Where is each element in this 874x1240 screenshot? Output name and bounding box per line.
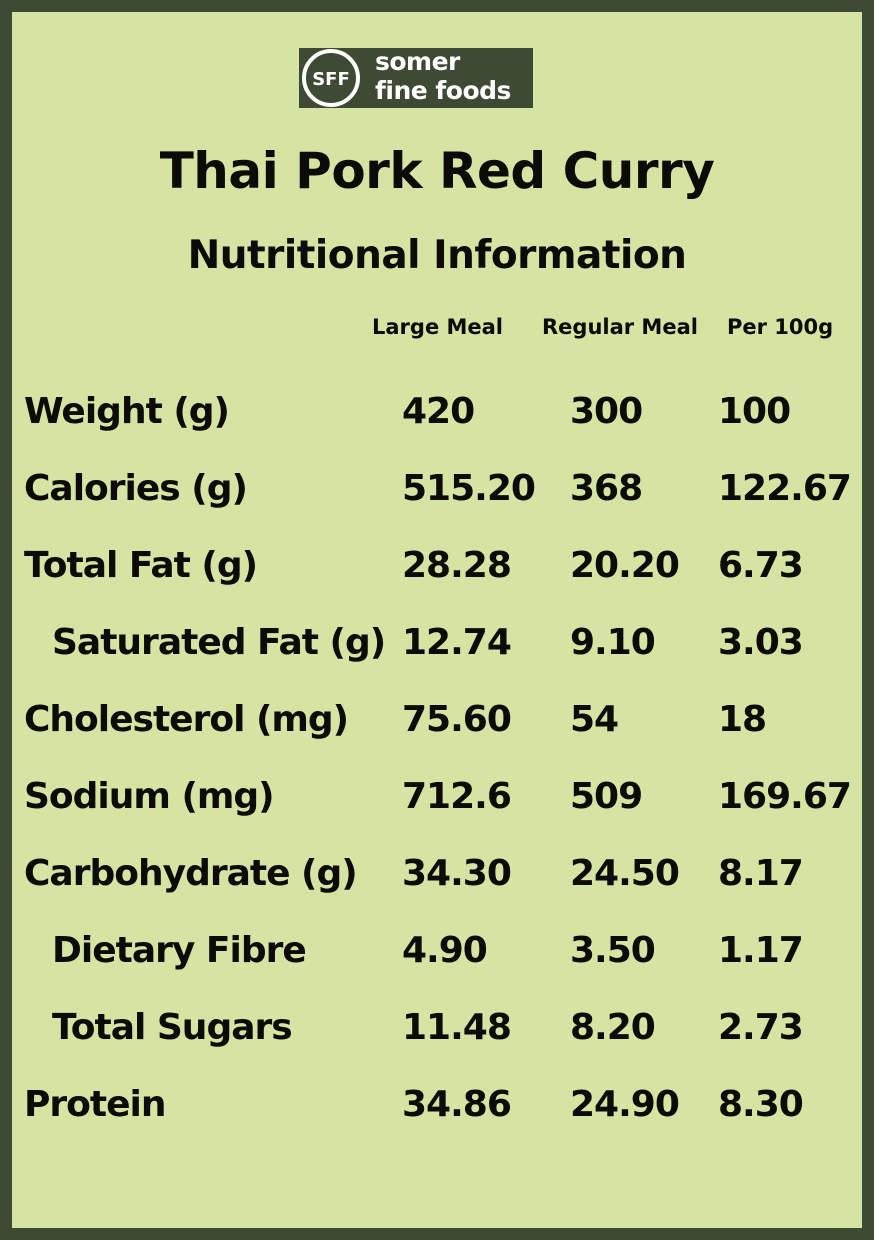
large-meal-value: 11.48 xyxy=(402,1007,512,1048)
large-meal-value: 34.30 xyxy=(402,853,512,894)
per-100g-value: 1.17 xyxy=(718,930,804,971)
table-row: Dietary Fibre 4.90 3.50 1.17 xyxy=(12,925,862,981)
per-100g-value: 169.67 xyxy=(718,776,852,817)
regular-meal-value: 54 xyxy=(570,699,619,740)
regular-meal-value: 24.90 xyxy=(570,1084,680,1125)
regular-meal-value: 9.10 xyxy=(570,622,656,663)
per-100g-value: 6.73 xyxy=(718,545,804,586)
table-row: Total Fat (g) 28.28 20.20 6.73 xyxy=(12,540,862,596)
large-meal-value: 515.20 xyxy=(402,468,536,509)
page-title: Thai Pork Red Curry xyxy=(159,142,715,200)
page-subtitle: Nutritional Information xyxy=(187,233,687,278)
regular-meal-value: 20.20 xyxy=(570,545,680,586)
table-row: Calories (g) 515.20 368 122.67 xyxy=(12,463,862,519)
table-row: Carbohydrate (g) 34.30 24.50 8.17 xyxy=(12,848,862,904)
sff-monogram-icon: SFF xyxy=(302,49,360,107)
row-label: Total Fat (g) xyxy=(24,545,258,586)
brand-line-1: somer xyxy=(375,47,460,76)
large-meal-value: 28.28 xyxy=(402,545,512,586)
column-header-large-meal: Large Meal xyxy=(372,315,504,339)
regular-meal-value: 509 xyxy=(570,776,643,817)
table-row: Weight (g) 420 300 100 xyxy=(12,386,862,442)
table-row: Saturated Fat (g) 12.74 9.10 3.03 xyxy=(12,617,862,673)
per-100g-value: 100 xyxy=(718,391,791,432)
large-meal-value: 4.90 xyxy=(402,930,488,971)
row-label: Sodium (mg) xyxy=(24,776,275,817)
regular-meal-value: 300 xyxy=(570,391,643,432)
per-100g-value: 2.73 xyxy=(718,1007,804,1048)
nutrition-card: SFF somer fine foods Thai Pork Red Curry… xyxy=(12,12,862,1228)
per-100g-value: 3.03 xyxy=(718,622,804,663)
large-meal-value: 12.74 xyxy=(402,622,512,663)
per-100g-value: 8.30 xyxy=(718,1084,804,1125)
column-header-regular-meal: Regular Meal xyxy=(542,315,698,339)
column-header-per-100g: Per 100g xyxy=(727,315,834,339)
row-label: Carbohydrate (g) xyxy=(24,853,358,894)
row-label: Protein xyxy=(24,1084,166,1125)
regular-meal-value: 3.50 xyxy=(570,930,656,971)
row-label: Dietary Fibre xyxy=(52,930,307,971)
regular-meal-value: 8.20 xyxy=(570,1007,656,1048)
per-100g-value: 122.67 xyxy=(718,468,852,509)
brand-name: somer fine foods xyxy=(375,48,511,106)
large-meal-value: 712.6 xyxy=(402,776,512,817)
large-meal-value: 75.60 xyxy=(402,699,512,740)
row-label: Total Sugars xyxy=(52,1007,293,1048)
table-row: Protein 34.86 24.90 8.30 xyxy=(12,1079,862,1135)
table-row: Sodium (mg) 712.6 509 169.67 xyxy=(12,771,862,827)
per-100g-value: 18 xyxy=(718,699,767,740)
table-row: Cholesterol (mg) 75.60 54 18 xyxy=(12,694,862,750)
brand-logo: SFF somer fine foods xyxy=(299,48,533,108)
row-label: Weight (g) xyxy=(24,391,230,432)
table-row: Total Sugars 11.48 8.20 2.73 xyxy=(12,1002,862,1058)
row-label: Cholesterol (mg) xyxy=(24,699,349,740)
row-label: Saturated Fat (g) xyxy=(52,622,386,663)
large-meal-value: 34.86 xyxy=(402,1084,512,1125)
large-meal-value: 420 xyxy=(402,391,475,432)
per-100g-value: 8.17 xyxy=(718,853,804,894)
brand-line-2: fine foods xyxy=(375,76,511,105)
regular-meal-value: 368 xyxy=(570,468,643,509)
regular-meal-value: 24.50 xyxy=(570,853,680,894)
row-label: Calories (g) xyxy=(24,468,248,509)
svg-text:SFF: SFF xyxy=(312,69,350,90)
